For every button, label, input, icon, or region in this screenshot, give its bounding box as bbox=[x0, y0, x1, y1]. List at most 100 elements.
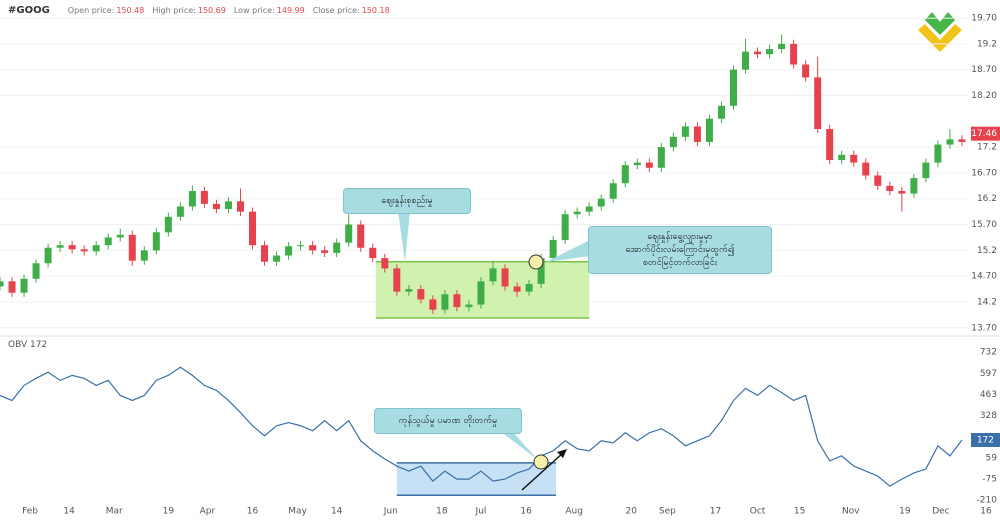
y-tick-label: 597 bbox=[980, 369, 997, 379]
candle-body bbox=[429, 299, 437, 310]
highlight-circle bbox=[533, 454, 549, 470]
candle-body bbox=[465, 304, 473, 308]
y-tick-label: 13.70 bbox=[971, 323, 997, 333]
candle-body bbox=[224, 201, 232, 210]
candle-body bbox=[790, 43, 798, 65]
x-tick-label: 16 bbox=[980, 507, 992, 517]
candle-body bbox=[188, 190, 196, 207]
candle-body bbox=[778, 43, 786, 50]
candle-body bbox=[297, 245, 305, 247]
y-tick-label: 14.2 bbox=[977, 297, 997, 307]
callout: ကုန်သွယ်မှု ပမာဏ တိုးတက်မှု bbox=[374, 408, 522, 434]
candle-body bbox=[249, 211, 257, 246]
header-value: 150.18 bbox=[361, 6, 390, 15]
highlight-circle bbox=[528, 254, 544, 270]
candle-body bbox=[80, 249, 88, 252]
y-tick-label: 59 bbox=[986, 453, 998, 463]
x-tick-label: May bbox=[288, 507, 307, 517]
candle-body bbox=[537, 258, 545, 284]
x-tick-label: Apr bbox=[200, 507, 216, 517]
callout: ဈေးနှုန်းစုစည်းမှု bbox=[343, 188, 471, 214]
candle-body bbox=[92, 245, 100, 252]
callout-pointer bbox=[398, 211, 410, 262]
candle-body bbox=[44, 247, 52, 264]
candle-body bbox=[32, 263, 40, 279]
candle-body bbox=[898, 190, 906, 194]
callout-text: ဈေးနှုန်းစုစည်းမှု bbox=[381, 195, 433, 206]
candle-body bbox=[934, 144, 942, 163]
candle-body bbox=[573, 211, 581, 215]
y-tick-label: 17.2 bbox=[977, 143, 997, 153]
callout-text: စတင်မြင့်တက်လာခြင်း bbox=[642, 257, 718, 268]
last-price-box bbox=[971, 126, 1000, 141]
x-tick-label: 20 bbox=[626, 507, 638, 517]
candle-body bbox=[369, 247, 377, 259]
header-value: 150.48 bbox=[116, 6, 145, 15]
candle-body bbox=[657, 147, 665, 168]
candle-body bbox=[729, 69, 737, 106]
candle-body bbox=[561, 214, 569, 241]
y-tick-label: -210 bbox=[977, 495, 998, 505]
candle-body bbox=[176, 206, 184, 217]
y-tick-label: 328 bbox=[980, 411, 997, 421]
candle-body bbox=[910, 178, 918, 194]
candle-body bbox=[345, 224, 353, 243]
x-tick-label: Oct bbox=[750, 507, 766, 517]
candle-body bbox=[766, 49, 774, 55]
candle-body bbox=[549, 240, 557, 259]
candle-body bbox=[886, 185, 894, 191]
candle-body bbox=[501, 268, 509, 287]
candle-body bbox=[453, 294, 461, 308]
y-tick-label: 16.2 bbox=[977, 194, 997, 204]
x-tick-label: 14 bbox=[331, 507, 343, 517]
candle-body bbox=[621, 165, 629, 184]
header-label: Open price: bbox=[67, 6, 115, 15]
candle-body bbox=[862, 162, 870, 176]
obv-title: OBV bbox=[8, 340, 28, 350]
candle-body bbox=[597, 198, 605, 207]
obv-value: 172 bbox=[30, 340, 48, 350]
candle-body bbox=[814, 77, 822, 130]
candle-body bbox=[417, 289, 425, 300]
header-label: Low price: bbox=[233, 6, 275, 15]
x-tick-label: 17 bbox=[710, 507, 721, 517]
candle-body bbox=[585, 206, 593, 212]
header-value: 150.69 bbox=[197, 6, 226, 15]
callout-text: ဈေးနှုန်းရွေ့လျားမှုမှာ bbox=[647, 231, 713, 242]
candle-body bbox=[513, 286, 521, 292]
y-tick-label: 16.70 bbox=[971, 168, 997, 178]
x-tick-label: Nov bbox=[842, 507, 860, 517]
x-tick-label: Jun bbox=[383, 507, 398, 517]
candle-body bbox=[140, 250, 148, 261]
candle-body bbox=[200, 190, 208, 204]
x-tick-label: Jul bbox=[475, 507, 487, 517]
x-tick-label: 14 bbox=[63, 507, 75, 517]
candle-body bbox=[958, 139, 966, 142]
candle-body bbox=[357, 224, 365, 248]
x-tick-label: 16 bbox=[247, 507, 259, 517]
candle-body bbox=[525, 283, 533, 292]
last-value-box bbox=[971, 433, 1000, 448]
candle-body bbox=[104, 237, 112, 246]
candle-body bbox=[164, 216, 172, 233]
candle-body bbox=[477, 281, 485, 305]
callout-text: အောက်ပိုင်းလမ်းကြောင်းမှထွက်၍ bbox=[625, 244, 735, 255]
candle-body bbox=[705, 118, 713, 142]
candle-body bbox=[633, 162, 641, 166]
candle-body bbox=[8, 281, 16, 293]
arrow-head bbox=[557, 449, 567, 458]
zone bbox=[396, 462, 557, 496]
candle-body bbox=[850, 154, 858, 163]
candle-body bbox=[273, 255, 281, 262]
y-tick-label: 463 bbox=[980, 390, 997, 400]
y-tick-label: 732 bbox=[980, 348, 997, 358]
y-tick-label: 15.2 bbox=[977, 246, 997, 256]
last-value-label: 172 bbox=[977, 436, 994, 446]
candle-body bbox=[333, 242, 341, 253]
callout: ဈေးနှုန်းရွေ့လျားမှုမှာအောက်ပိုင်းလမ်းကြ… bbox=[588, 226, 772, 274]
candle-body bbox=[285, 246, 293, 256]
candle-body bbox=[645, 162, 653, 168]
candle-body bbox=[754, 51, 762, 55]
